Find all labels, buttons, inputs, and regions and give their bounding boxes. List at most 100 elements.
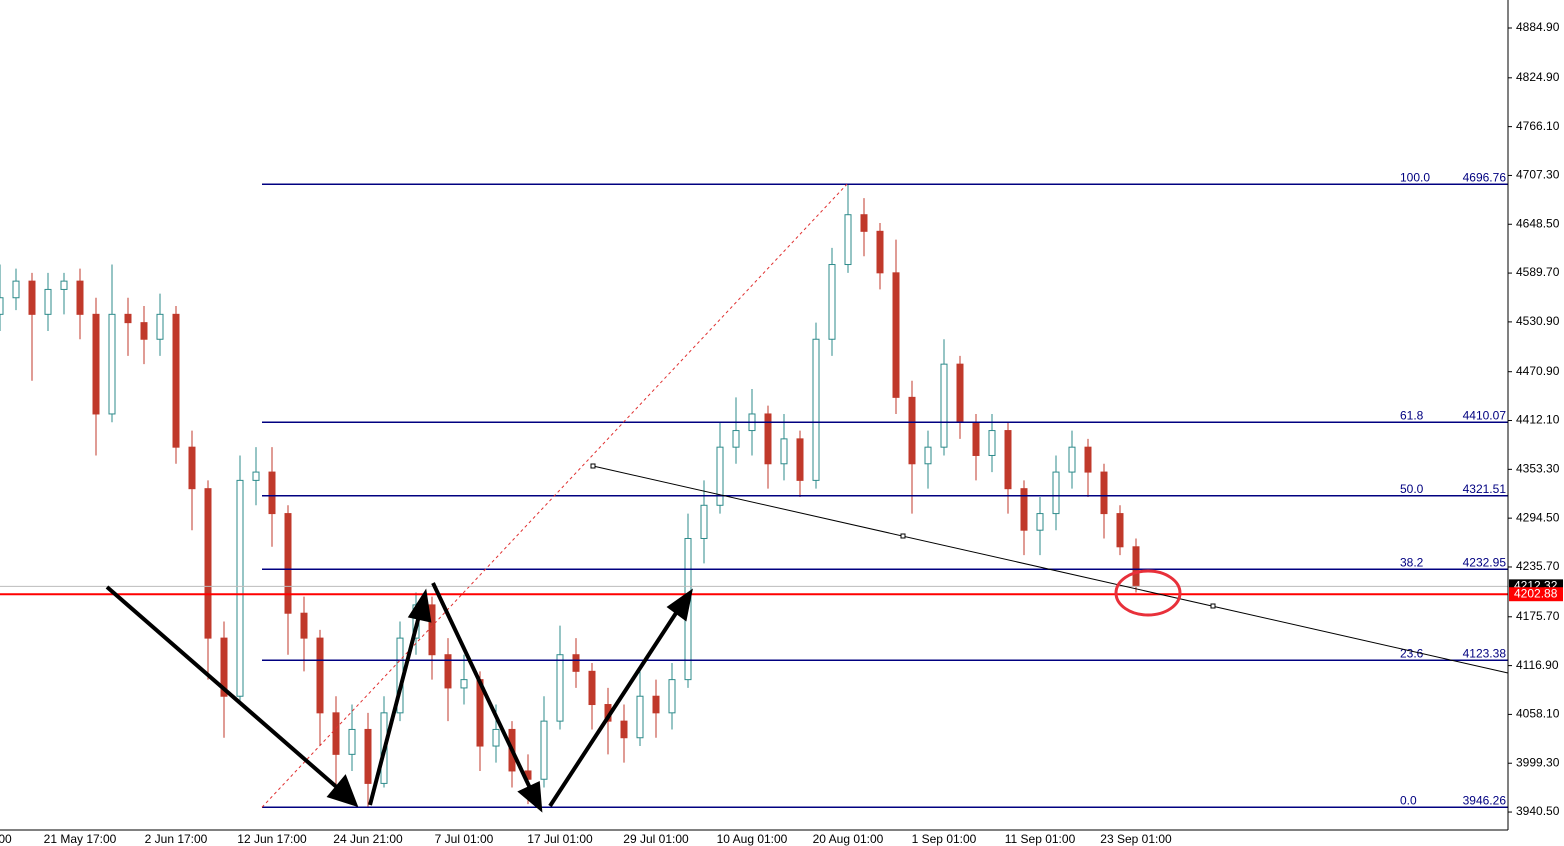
- candle-body: [892, 272, 900, 398]
- candle-body: [140, 322, 148, 340]
- x-tick-label: 7:00: [0, 832, 12, 846]
- candle-body: [620, 720, 628, 739]
- x-tick-label: 17 Jul 01:00: [527, 832, 593, 846]
- candle-body: [348, 728, 356, 755]
- candle-body: [988, 430, 996, 456]
- candle-body: [1084, 446, 1092, 473]
- candle-body: [1116, 513, 1124, 548]
- candle-body: [76, 280, 84, 315]
- arrow-head: [517, 780, 543, 813]
- fib-price-label: 3946.26: [1463, 793, 1507, 807]
- fib-trend-line: [261, 183, 848, 808]
- candle-body: [92, 313, 100, 415]
- fib-level-label: 50.0: [1400, 482, 1424, 496]
- annotations: [105, 463, 1509, 813]
- x-tick-label: 12 Jun 17:00: [237, 832, 307, 846]
- candle-body: [44, 288, 52, 315]
- candle-body: [812, 338, 820, 481]
- fib-price-label: 4321.51: [1463, 482, 1507, 496]
- trend-handle: [900, 533, 906, 539]
- arrow-head: [407, 588, 432, 623]
- x-tick-label: 7 Jul 01:00: [435, 832, 494, 846]
- arrow: [105, 585, 342, 792]
- highlight-circle: [1114, 569, 1182, 617]
- candle-body: [972, 421, 980, 456]
- x-tick-label: 1 Sep 01:00: [912, 832, 977, 846]
- fib-level-label: 0.0: [1400, 793, 1417, 807]
- x-tick-label: 10 Aug 01:00: [717, 832, 788, 846]
- candle-body: [556, 654, 564, 722]
- candle-body: [268, 471, 276, 515]
- arrow-head: [326, 774, 359, 808]
- candle-body: [636, 695, 644, 739]
- y-tick-label: 4412.10: [1516, 413, 1560, 427]
- candle-body: [60, 280, 68, 290]
- candle-body: [1132, 546, 1140, 587]
- candle-body: [1052, 471, 1060, 515]
- candle-body: [716, 446, 724, 506]
- candle-body: [1068, 446, 1076, 473]
- candle-body: [780, 438, 788, 465]
- candle-body: [876, 230, 884, 274]
- candle-body: [796, 438, 804, 481]
- candle-body: [444, 654, 452, 689]
- y-tick-label: 4058.10: [1516, 707, 1560, 721]
- y-tick-label: 4824.90: [1516, 70, 1560, 84]
- y-tick-label: 4116.90: [1516, 658, 1559, 672]
- candle-body: [188, 446, 196, 490]
- candle-body: [204, 488, 212, 639]
- candle-body: [1020, 488, 1028, 531]
- x-tick-label: 21 May 17:00: [44, 832, 117, 846]
- y-tick-label: 4589.70: [1516, 265, 1560, 279]
- candle-body: [12, 280, 20, 299]
- candle-body: [764, 413, 772, 465]
- candle-body: [332, 712, 340, 755]
- candle-body: [236, 479, 244, 697]
- candle-body: [588, 670, 596, 706]
- level-label-box: [1509, 587, 1563, 602]
- candle-body: [220, 637, 228, 697]
- candle-body: [1004, 430, 1012, 490]
- y-tick-label: 4530.90: [1516, 314, 1560, 328]
- y-tick-label: 4884.90: [1516, 20, 1560, 34]
- fib-price-label: 4696.76: [1463, 170, 1507, 184]
- y-tick-label: 4707.30: [1516, 168, 1560, 182]
- y-tick-label: 4766.10: [1516, 119, 1560, 133]
- candle-body: [940, 363, 948, 448]
- candle-body: [364, 728, 372, 784]
- candle-body: [300, 612, 308, 639]
- trend-handle: [590, 463, 596, 469]
- candle-body: [956, 363, 964, 423]
- arrow: [548, 608, 680, 808]
- y-tick-label: 3999.30: [1516, 755, 1560, 769]
- x-tick-label: 23 Sep 01:00: [1100, 832, 1172, 846]
- arrow-head: [666, 588, 693, 622]
- y-tick-label: 4353.30: [1516, 462, 1560, 476]
- candle-body: [572, 654, 580, 672]
- candle-body: [316, 637, 324, 714]
- candle-body: [172, 313, 180, 448]
- candle-body: [124, 313, 132, 324]
- y-tick-label: 4470.90: [1516, 364, 1560, 378]
- candle-body: [652, 695, 660, 714]
- fib-level-label: 38.2: [1400, 555, 1424, 569]
- x-tick-label: 20 Aug 01:00: [813, 832, 884, 846]
- candle-body: [428, 604, 436, 656]
- y-tick-label: 3940.50: [1516, 804, 1560, 818]
- candle-body: [540, 720, 548, 780]
- y-tick-label: 4648.50: [1516, 216, 1560, 230]
- candle-body: [492, 728, 500, 747]
- x-tick-label: 24 Jun 21:00: [333, 832, 403, 846]
- x-tick-label: 29 Jul 01:00: [623, 832, 689, 846]
- candle-body: [1036, 513, 1044, 531]
- trend-handle: [1210, 603, 1216, 609]
- candle-body: [0, 297, 4, 315]
- candle-body: [732, 430, 740, 448]
- candle-body: [28, 280, 36, 315]
- fib-price-label: 4232.95: [1463, 555, 1507, 569]
- candle-body: [252, 471, 260, 481]
- candle-body: [284, 513, 292, 614]
